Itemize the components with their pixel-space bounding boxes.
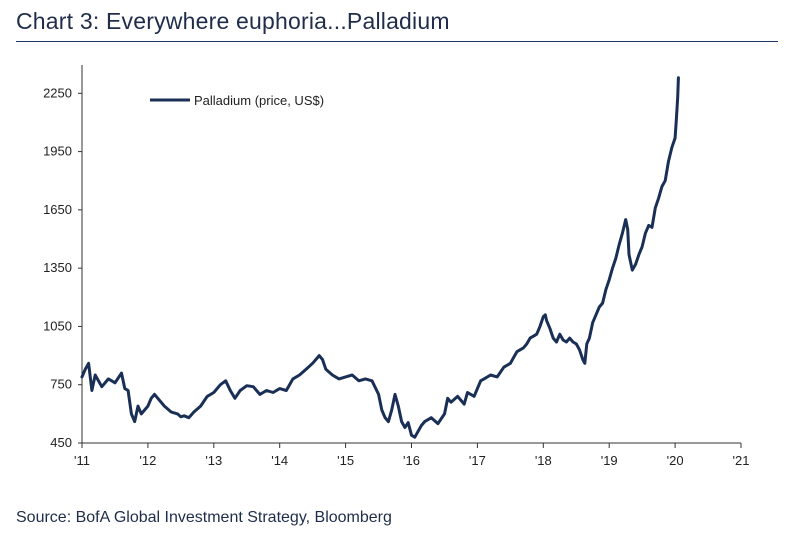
x-tick-label: '14 — [271, 453, 288, 468]
y-tick-label: 1050 — [43, 318, 72, 333]
x-axis-ticks: '11 '12 '13 '14 '15 '16 '17 '18 '19 '20 '21 — [74, 443, 749, 468]
chart-title: Chart 3: Everywhere euphoria...Palladium — [16, 8, 450, 34]
axes — [81, 65, 741, 444]
x-tick-label: '15 — [337, 453, 354, 468]
x-tick-label: '16 — [403, 453, 420, 468]
x-tick-label: '18 — [535, 453, 552, 468]
x-tick-label: '17 — [469, 453, 486, 468]
y-tick-label: 2250 — [43, 85, 72, 100]
x-tick-label: '20 — [667, 453, 684, 468]
x-tick-label: '13 — [205, 453, 222, 468]
source-note: Source: BofA Global Investment Strategy,… — [16, 509, 392, 526]
x-tick-label: '21 — [733, 453, 750, 468]
x-tick-label: '11 — [74, 453, 90, 468]
series-layer — [80, 76, 680, 439]
x-tick-label: '12 — [139, 453, 156, 468]
y-tick-label: 1650 — [43, 202, 72, 217]
legend-label: Palladium (price, US$) — [194, 93, 324, 108]
legend: Palladium (price, US$) — [150, 93, 324, 108]
y-tick-label: 750 — [50, 377, 72, 392]
title-rule — [16, 41, 778, 42]
series-line-palladium — [80, 76, 680, 439]
y-axis-ticks: 450 750 1050 1350 1650 1950 2250 — [43, 85, 82, 450]
x-tick-label: '19 — [601, 453, 618, 468]
y-tick-label: 1950 — [43, 144, 72, 159]
y-tick-label: 450 — [50, 435, 72, 450]
y-tick-label: 1350 — [43, 260, 72, 275]
